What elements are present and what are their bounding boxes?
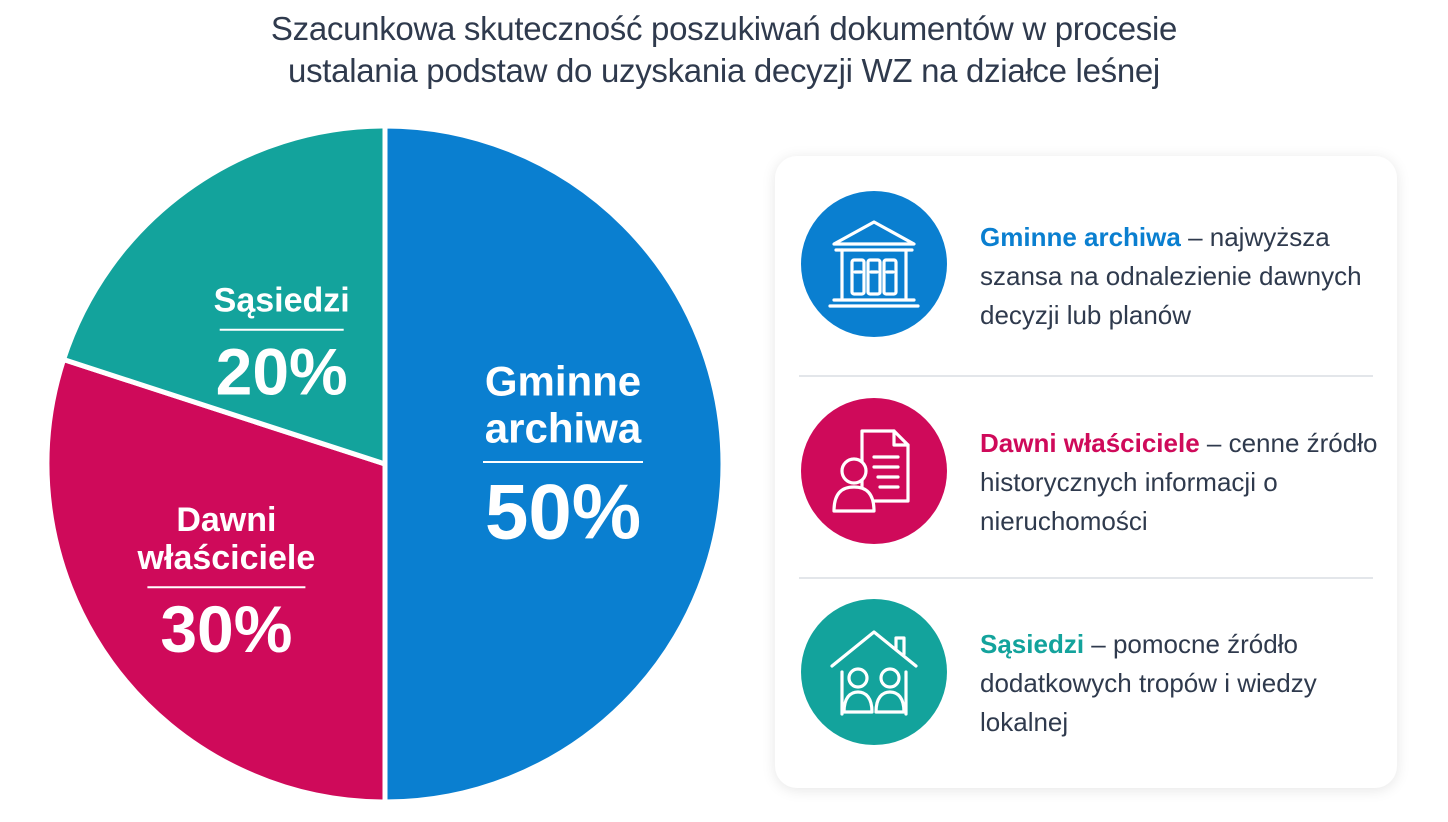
pie-slice: [61, 123, 388, 467]
chart-title-line-1: Szacunkowa skuteczność poszukiwań dokume…: [270, 10, 1178, 47]
legend-item-gminne-archiwa: Gminne archiwa – najwyższa szansa na odn…: [775, 176, 1397, 356]
pie-slice-label: Sąsiedzi: [214, 282, 350, 320]
legend-desc-gminne-archiwa: – najwyższa szansa na odnalezienie dawny…: [980, 222, 1362, 330]
pie-slice-label: Gminne: [485, 357, 641, 404]
legend-divider: [799, 375, 1373, 377]
legend-desc-dawni-wlasciciele: – cenne źródło historycznych informacji …: [980, 428, 1378, 536]
legend-lead-dawni-wlasciciele: Dawni właściciele: [980, 428, 1200, 458]
legend-text-sasiedzi: Sąsiedzi – pomocne źródło dodatkowych tr…: [980, 625, 1380, 742]
pie-slice-label: Dawni: [176, 501, 276, 539]
legend-desc-sasiedzi: – pomocne źródło dodatkowych tropów i wi…: [980, 629, 1317, 737]
legend-circle-blue: [801, 191, 947, 337]
legend-item-dawni-wlasciciele: Dawni właściciele – cenne źródło history…: [775, 382, 1397, 562]
owner-document-icon: [832, 429, 910, 513]
pie-slice: [382, 123, 726, 805]
pie-slice: [44, 357, 388, 805]
legend-item-sasiedzi: Sąsiedzi – pomocne źródło dodatkowych tr…: [775, 583, 1397, 763]
legend-text-dawni-wlasciciele: Dawni właściciele – cenne źródło history…: [980, 424, 1380, 541]
pie-slice-label: właściciele: [137, 539, 316, 577]
legend-text-gminne-archiwa: Gminne archiwa – najwyższa szansa na odn…: [980, 218, 1380, 335]
legend-lead-sasiedzi: Sąsiedzi: [980, 629, 1085, 659]
pie-slice-label: archiwa: [485, 404, 642, 451]
legend-circle-teal: [801, 599, 947, 745]
pie-value-label: 30%: [160, 592, 292, 666]
legend-lead-gminne-archiwa: Gminne archiwa: [980, 222, 1181, 252]
pie-value-label: 20%: [216, 334, 348, 408]
legend-divider: [799, 577, 1373, 579]
chart-title: Szacunkowa skuteczność poszukiwań dokume…: [0, 8, 1448, 92]
archive-building-icon: [828, 220, 920, 308]
legend-circle-magenta: [801, 398, 947, 544]
legend-card: Gminne archiwa – najwyższa szansa na odn…: [775, 156, 1397, 788]
chart-title-line-2: ustalania podstaw do uzyskania decyzji W…: [288, 52, 1160, 89]
neighbors-house-icon: [830, 630, 918, 716]
pie-value-label: 50%: [485, 467, 641, 555]
